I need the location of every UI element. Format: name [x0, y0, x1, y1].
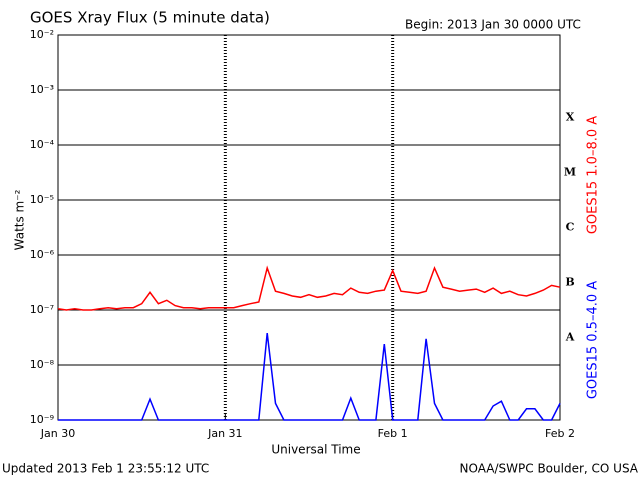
- y-tick-label: 10⁻⁹: [30, 413, 54, 426]
- x-axis-label: Universal Time: [271, 443, 360, 457]
- y-axis-label: Watts m⁻²: [13, 189, 27, 250]
- legend-entry: GOES15 1.0–8.0 A: [586, 116, 601, 234]
- x-tick-label: Feb 1: [378, 427, 408, 440]
- chart-title: GOES Xray Flux (5 minute data): [30, 9, 270, 27]
- series-line: [57, 265, 561, 311]
- y-tick-label: 10⁻⁶: [30, 248, 55, 261]
- class-label: C: [566, 221, 575, 234]
- footer-right: NOAA/SWPC Boulder, CO USA: [460, 462, 639, 476]
- y-tick-label: 10⁻³: [30, 83, 54, 96]
- x-tick-label: Jan 30: [40, 427, 75, 440]
- class-label: B: [565, 276, 574, 289]
- y-tick-label: 10⁻⁸: [30, 358, 55, 371]
- y-tick-label: 10⁻⁷: [30, 303, 54, 316]
- chart-subtitle: Begin: 2013 Jan 30 0000 UTC: [405, 18, 581, 32]
- y-tick-label: 10⁻²: [30, 28, 54, 41]
- plot-frame: [57, 34, 561, 421]
- legend-entry: GOES15 0.5–4.0 A: [586, 281, 601, 399]
- series-line: [58, 333, 561, 421]
- class-label: A: [565, 331, 575, 344]
- footer-left: Updated 2013 Feb 1 23:55:12 UTC: [2, 462, 209, 476]
- class-label: X: [566, 111, 575, 124]
- x-tick-label: Jan 31: [207, 427, 242, 440]
- class-label: M: [564, 166, 576, 179]
- x-tick-label: Feb 2: [545, 427, 575, 440]
- y-tick-label: 10⁻⁵: [30, 193, 54, 206]
- y-tick-label: 10⁻⁴: [30, 138, 55, 151]
